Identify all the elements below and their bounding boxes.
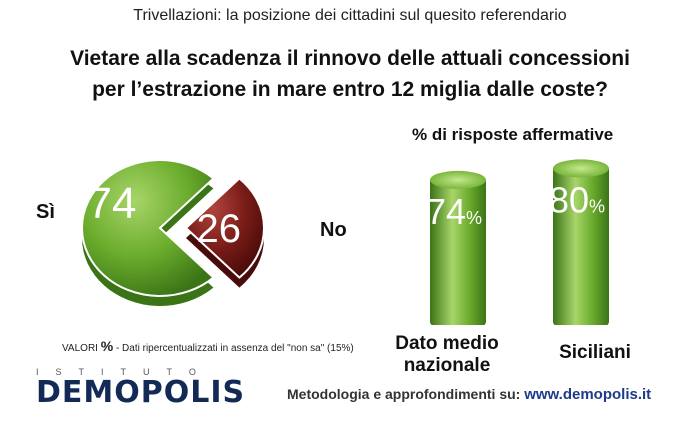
pie-category-label-2: No (320, 219, 347, 241)
pie-chart: 74 Sì 26 No (36, 159, 347, 306)
chart-title: Vietare alla scadenza il rinnovo delle a… (20, 43, 680, 105)
title-line-1: Vietare alla scadenza il rinnovo delle a… (70, 47, 630, 70)
bar-chart: 74% 80% (426, 159, 609, 325)
bar-top-1 (430, 170, 486, 189)
footer-link[interactable]: www.demopolis.it (524, 386, 652, 403)
bar-top-2 (553, 159, 609, 178)
note-prefix: VALORI (62, 343, 98, 354)
bar-category-label-2: Siciliani (540, 342, 650, 364)
demopolis-logo: ISTITUTO DEMOPOLIS (36, 367, 266, 410)
bar-1 (430, 179, 486, 325)
pie-value-label-2: 26 (197, 207, 242, 251)
title-line-2: per l’estrazione in mare entro 12 miglia… (92, 78, 608, 101)
footer-text: Metodologia e approfondimenti su: (287, 386, 521, 402)
bar-category-1-line-2: nazionale (403, 355, 491, 376)
note-percent: % (100, 338, 114, 354)
footer: Metodologia e approfondimenti su: www.de… (287, 386, 651, 403)
pie-category-label-1: Sì (36, 201, 55, 223)
note-text: - Dati ripercentualizzati in assenza del… (115, 343, 354, 354)
pie-value-label-1: 74 (88, 179, 137, 228)
footnote: VALORI % - Dati ripercentualizzati in as… (62, 338, 354, 354)
bar-chart-subtitle: % di risposte affermative (412, 125, 614, 144)
bar-category-label-1: Dato medio nazionale (392, 333, 502, 377)
bar-category-2-line-1: Siciliani (559, 342, 631, 363)
logo-istituto-text: ISTITUTO (36, 367, 213, 377)
bar-value-unit-2: % (589, 196, 605, 216)
chart-supertitle: Trivellazioni: la posizione dei cittadin… (133, 7, 567, 24)
pie-slice-2 (184, 177, 265, 279)
bar-category-1-line-1: Dato medio (395, 333, 499, 354)
bar-value-unit-1: % (466, 208, 482, 228)
pie-slice-1 (81, 159, 215, 297)
bar-2 (553, 168, 609, 325)
logo-name: DEMOPOLIS (36, 375, 246, 410)
